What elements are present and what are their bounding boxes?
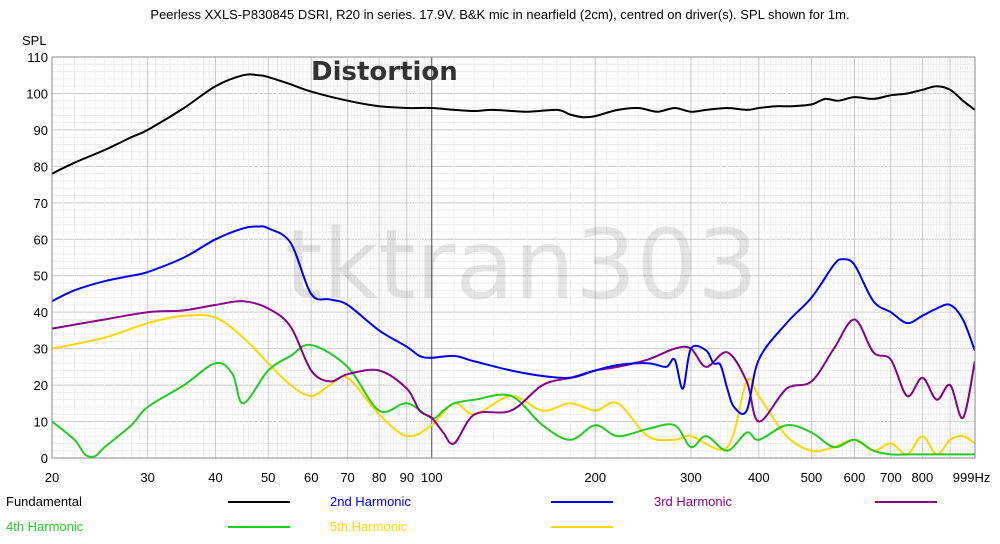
- x-tick-label: 200: [584, 470, 606, 485]
- y-tick-label: 40: [34, 305, 48, 320]
- x-tick-label: 500: [801, 470, 823, 485]
- x-tick-label: 40: [208, 470, 222, 485]
- x-tick-label: 30: [140, 470, 154, 485]
- series-line-5th-harmonic: [52, 314, 975, 456]
- legend-label-fundamental: Fundamental: [6, 494, 82, 509]
- legend-label-3rd-harmonic: 3rd Harmonic: [654, 494, 733, 509]
- chart-title: Peerless XXLS-P830845 DSRI, R20 in serie…: [150, 7, 849, 22]
- x-tick-label: 300: [680, 470, 702, 485]
- x-tick-label: 50: [261, 470, 275, 485]
- y-tick-label: 100: [26, 86, 48, 101]
- x-tick-label: 400: [748, 470, 770, 485]
- y-tick-label: 70: [34, 196, 48, 211]
- x-tick-label: 700: [880, 470, 902, 485]
- watermark: tktran303: [285, 209, 758, 321]
- y-axis-label: SPL: [22, 33, 47, 48]
- y-tick-label: 50: [34, 269, 48, 284]
- x-tick-label: 90: [400, 470, 414, 485]
- y-tick-label: 10: [34, 415, 48, 430]
- plot-frame: [51, 56, 976, 459]
- y-tick-label: 30: [34, 342, 48, 357]
- x-tick-label: 800: [912, 470, 934, 485]
- x-tick-label: 70: [340, 470, 354, 485]
- y-tick-label: 90: [34, 123, 48, 138]
- x-tick-label: 600: [844, 470, 866, 485]
- legend-label-4th-harmonic: 4th Harmonic: [6, 519, 84, 534]
- y-tick-labels: 0 10 20 30 40 50 60 70 80 90 100 110: [26, 50, 48, 466]
- series-line-4th-harmonic: [52, 343, 975, 458]
- x-tick-label: 999Hz: [953, 470, 991, 485]
- legend-label-2nd-harmonic: 2nd Harmonic: [330, 494, 411, 509]
- x-tick-labels: 20 30 40 50 60 70 80 90 100 200 300 400 500 600 700 800…: [45, 470, 991, 485]
- x-tick-label: 100: [421, 470, 443, 485]
- legend-label-5th-harmonic: 5th Harmonic: [330, 519, 408, 534]
- series-line-fundamental: [52, 73, 975, 175]
- y-tick-label: 60: [34, 232, 48, 247]
- series-line-2nd-harmonic: [52, 225, 975, 415]
- series-layer: [52, 73, 975, 458]
- y-tick-label: 80: [34, 159, 48, 174]
- x-tick-label: 20: [45, 470, 59, 485]
- x-tick-label: 80: [372, 470, 386, 485]
- legend: Fundamental 2nd Harmonic 3rd Harmonic 4th H…: [6, 494, 937, 534]
- chart-annotation: Distortion: [311, 57, 458, 87]
- y-tick-label: 110: [27, 50, 48, 65]
- y-tick-label: 20: [34, 378, 48, 393]
- x-tick-label: 60: [304, 470, 318, 485]
- y-tick-label: 0: [41, 451, 48, 466]
